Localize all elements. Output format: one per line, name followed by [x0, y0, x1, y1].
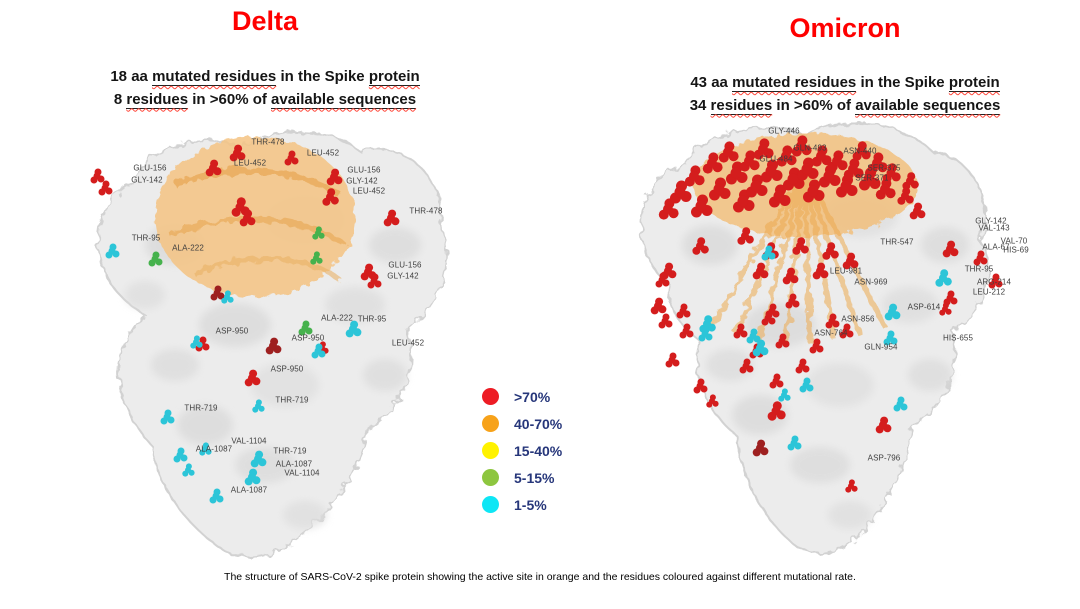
legend-row: 5-15% — [482, 469, 622, 486]
subtitle-word: 34 — [689, 96, 711, 114]
legend-dot-icon — [482, 388, 499, 405]
subtitle-word: 18 aa — [110, 68, 153, 85]
subtitle-word: in >60% of — [188, 90, 272, 108]
omicron-subtitle: 43 aa mutated residues in the Spike prot… — [605, 72, 1080, 117]
omicron-spike-structure — [640, 122, 990, 554]
delta-subtitle-line2: 8 residues in >60% of available sequence… — [30, 89, 500, 112]
legend-dot-icon — [482, 442, 499, 459]
legend-row: 15-40% — [482, 442, 622, 459]
omicron-subtitle-line2: 34 residues in >60% of available sequenc… — [605, 95, 1080, 118]
legend-label: 1-5% — [514, 496, 547, 513]
subtitle-word: in the Spike — [856, 74, 949, 91]
subtitle-word: in the Spike — [276, 68, 369, 85]
omicron-title: Omicron — [789, 13, 901, 43]
subtitle-word: available sequences — [855, 96, 1001, 115]
legend: >70% 40-70% 15-40% 5-15% 1-5% — [482, 388, 622, 523]
subtitle-word: 43 aa — [690, 74, 733, 91]
figure-caption: The structure of SARS-CoV-2 spike protei… — [224, 571, 856, 583]
legend-dot-icon — [482, 469, 499, 486]
legend-label: >70% — [514, 388, 551, 405]
delta-subtitle: 18 aa mutated residues in the Spike prot… — [30, 66, 500, 111]
subtitle-word: available sequences — [271, 90, 417, 109]
legend-row: >70% — [482, 388, 622, 405]
legend-row: 1-5% — [482, 496, 622, 513]
legend-dot-icon — [482, 496, 499, 513]
legend-label: 5-15% — [514, 469, 555, 486]
subtitle-word: 8 — [113, 90, 127, 108]
delta-active-site-orange — [155, 137, 355, 297]
delta-spike-structure — [96, 131, 448, 558]
legend-label: 15-40% — [514, 442, 563, 459]
omicron-subtitle-line1: 43 aa mutated residues in the Spike prot… — [605, 72, 1080, 95]
subtitle-word: residues — [710, 96, 773, 115]
subtitle-word: residues — [126, 90, 189, 109]
subtitle-word: protein — [368, 68, 420, 86]
delta-subtitle-line1: 18 aa mutated residues in the Spike prot… — [30, 66, 500, 89]
subtitle-word: mutated residues — [732, 74, 857, 92]
subtitle-word: mutated residues — [152, 68, 277, 86]
legend-dot-icon — [482, 415, 499, 432]
subtitle-word: in >60% of — [772, 96, 856, 114]
delta-title: Delta — [231, 6, 299, 36]
subtitle-word: protein — [948, 74, 1000, 92]
legend-label: 40-70% — [514, 415, 563, 432]
legend-row: 40-70% — [482, 415, 622, 432]
